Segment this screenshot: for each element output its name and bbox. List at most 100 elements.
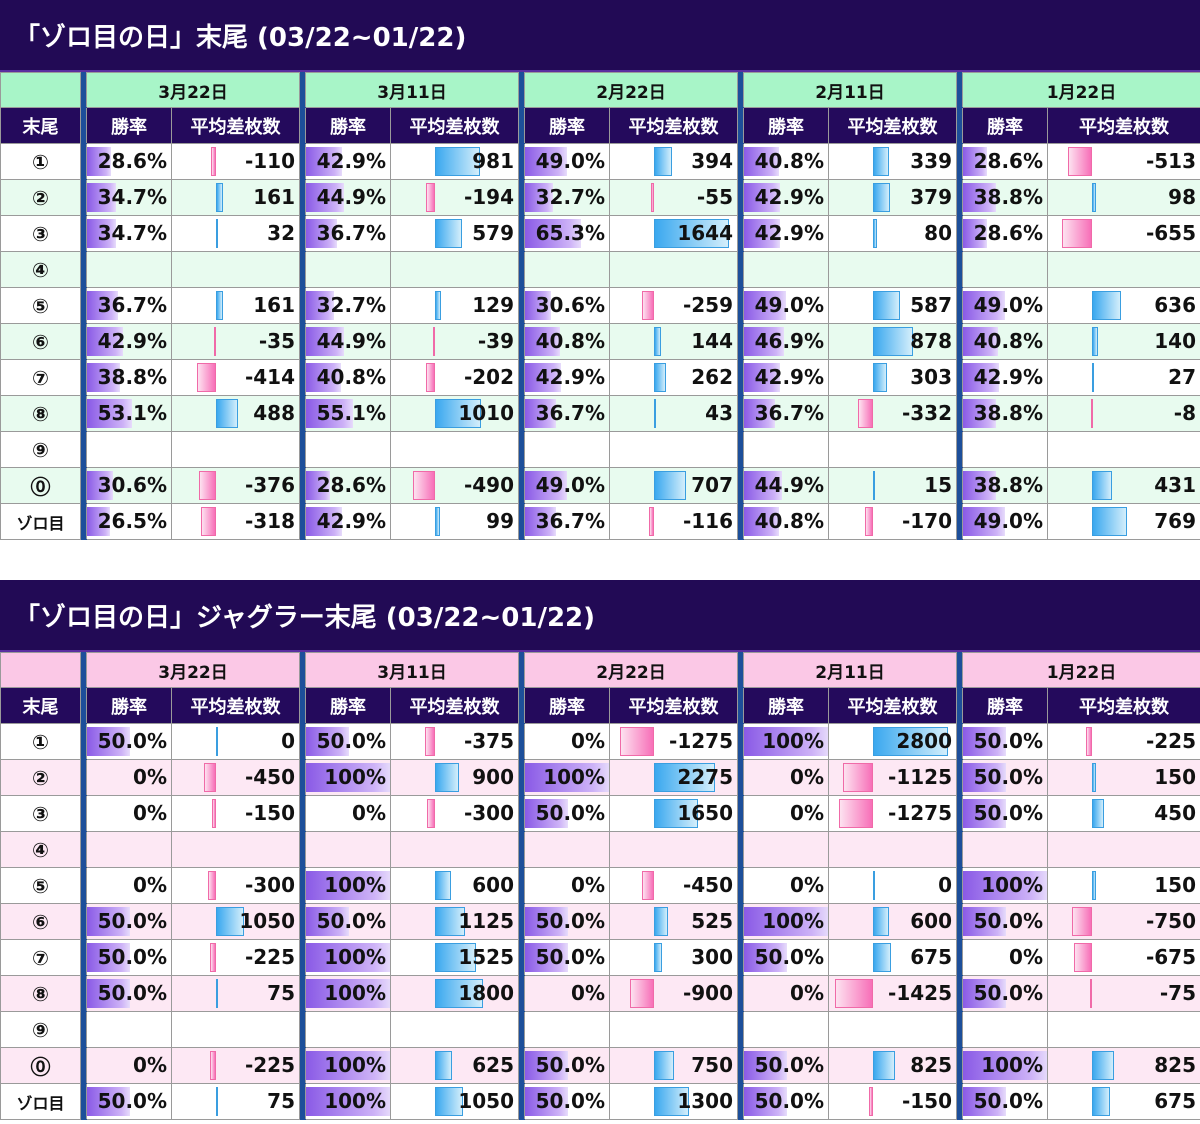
win-rate-bar [744, 727, 828, 756]
avg-diff-value: 0 [938, 873, 952, 897]
win-rate-cell: 100% [962, 867, 1048, 904]
positive-diff-bar [654, 327, 661, 356]
avg-diff-value: 1644 [677, 221, 733, 245]
negative-diff-bar [210, 147, 216, 176]
win-rate-bar [744, 183, 781, 212]
win-rate-bar [963, 471, 996, 500]
avg-diff-cell: -414 [171, 359, 300, 396]
win-rate-value: 50.0% [535, 945, 605, 969]
win-rate-cell: 38.8% [962, 467, 1048, 504]
win-rate-bar [744, 1087, 787, 1116]
win-rate-value: 38.8% [973, 185, 1043, 209]
avg-diff-cell: -376 [171, 467, 300, 504]
win-rate-bar [87, 979, 130, 1008]
avg-diff-value: 15 [924, 473, 952, 497]
win-rate-bar [744, 219, 781, 248]
win-rate-value: 100% [981, 873, 1043, 897]
positive-diff-bar [654, 471, 687, 500]
positive-diff-bar [873, 471, 875, 500]
win-rate-cell: 0% [743, 975, 829, 1012]
win-rate-cell: 55.1% [305, 395, 391, 432]
win-rate-bar [306, 727, 349, 756]
win-rate-bar [744, 363, 781, 392]
avg-diff-cell: 144 [609, 323, 738, 360]
avg-diff-cell [828, 1011, 957, 1048]
win-rate-value: 34.7% [97, 221, 167, 245]
win-rate-bar [963, 363, 1000, 392]
date-header: 3月22日 [86, 652, 300, 688]
table-row: ② 34.7% 161 44.9% -194 32.7% -55 42.9% 379 38.8% 9… [0, 179, 1200, 216]
table-row: ⓪ 30.6% -376 28.6% -490 49.0% 707 44.9% 15 38.8% 4… [0, 467, 1200, 504]
section-title-text: 「ゾロ目の日」ジャグラー末尾 (03/22~01/22) [14, 602, 596, 633]
win-rate-value: 65.3% [535, 221, 605, 245]
header-corner [0, 72, 81, 108]
positive-diff-bar [654, 1051, 675, 1080]
avg-diff-cell: -513 [1047, 143, 1200, 180]
win-rate-bar [306, 219, 338, 248]
win-rate-cell: 30.6% [524, 287, 610, 324]
avg-diff-value: 98 [1168, 185, 1196, 209]
win-rate-cell [962, 251, 1048, 288]
avg-diff-cell [171, 831, 300, 868]
win-rate-value: 28.6% [973, 221, 1043, 245]
win-rate-bar [963, 979, 1006, 1008]
win-rate-bar [306, 183, 345, 212]
avg-diff-cell: 2800 [828, 723, 957, 760]
win-rate-value: 100% [324, 945, 386, 969]
win-rate-cell: 50.0% [743, 1083, 829, 1120]
avg-diff-cell [828, 431, 957, 468]
win-rate-bar [525, 1087, 568, 1116]
win-rate-value: 40.8% [973, 329, 1043, 353]
avg-diff-cell: 707 [609, 467, 738, 504]
avg-diff-value: 43 [705, 401, 733, 425]
avg-diff-cell: -490 [390, 467, 519, 504]
avg-diff-cell: 769 [1047, 503, 1200, 540]
win-rate-value: 100% [762, 909, 824, 933]
avg-diff-value: -414 [244, 365, 295, 389]
avg-diff-value: 825 [1154, 1053, 1196, 1077]
avg-diff-cell: -655 [1047, 215, 1200, 252]
win-rate-bar [306, 327, 345, 356]
win-rate-value: 28.6% [316, 473, 386, 497]
avg-diff-cell: 339 [828, 143, 957, 180]
negative-diff-bar [857, 399, 873, 428]
negative-diff-bar [1085, 727, 1092, 756]
win-rate-cell: 100% [524, 759, 610, 796]
win-rate-value: 100% [762, 729, 824, 753]
win-rate-bar [963, 327, 998, 356]
table-row: ゾロ目 50.0% 75 100% 1050 50.0% 1300 50.0% -150 50.0… [0, 1083, 1200, 1120]
avg-diff-value: -225 [244, 1053, 295, 1077]
avg-diff-cell: 129 [390, 287, 519, 324]
win-rate-cell: 42.9% [743, 359, 829, 396]
avg-diff-cell: 600 [390, 867, 519, 904]
win-rate-cell: 40.8% [524, 323, 610, 360]
negative-diff-bar [651, 183, 654, 212]
win-rate-cell: 36.7% [305, 215, 391, 252]
win-rate-header: 勝率 [524, 687, 610, 724]
avg-diff-value: 379 [910, 185, 952, 209]
win-rate-bar [963, 1087, 1006, 1116]
win-rate-cell: 38.8% [962, 395, 1048, 432]
win-rate-cell: 40.8% [305, 359, 391, 396]
win-rate-bar [525, 183, 553, 212]
win-rate-value: 0% [790, 801, 824, 825]
win-rate-value: 42.9% [754, 365, 824, 389]
win-rate-value: 49.0% [973, 293, 1043, 317]
win-rate-cell: 0% [524, 975, 610, 1012]
win-rate-cell: 49.0% [524, 143, 610, 180]
avg-diff-value: 1650 [677, 801, 733, 825]
win-rate-value: 40.8% [754, 509, 824, 533]
win-rate-bar [87, 507, 110, 536]
win-rate-value: 42.9% [316, 509, 386, 533]
win-rate-cell: 0% [743, 867, 829, 904]
date-header: 2月22日 [524, 72, 738, 108]
avg-diff-cell: 303 [828, 359, 957, 396]
win-rate-bar [525, 327, 560, 356]
win-rate-cell: 34.7% [86, 215, 172, 252]
avg-diff-cell: 2275 [609, 759, 738, 796]
avg-diff-cell: -202 [390, 359, 519, 396]
win-rate-cell: 100% [962, 1047, 1048, 1084]
avg-diff-value: 600 [910, 909, 952, 933]
avg-diff-value: -225 [1145, 729, 1196, 753]
positive-diff-bar [873, 871, 875, 900]
